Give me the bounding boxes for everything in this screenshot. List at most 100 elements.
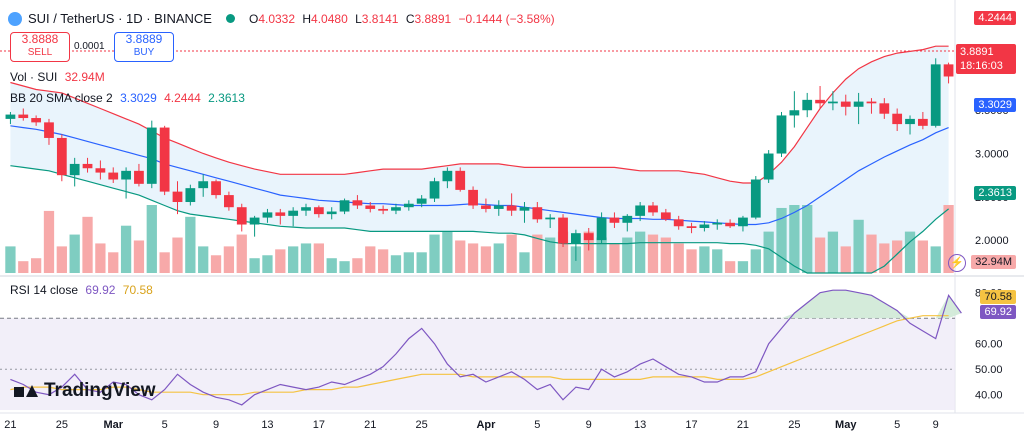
last-price-value: 3.8891 bbox=[960, 46, 994, 58]
tradingview-logo-text: TradingView bbox=[44, 380, 156, 401]
volume-bar bbox=[159, 252, 170, 273]
rsi-pane[interactable] bbox=[0, 289, 962, 410]
volume-bar bbox=[506, 234, 517, 273]
close-label: C bbox=[405, 11, 415, 26]
volume-legend[interactable]: Vol · SUI 32.94M bbox=[10, 70, 105, 84]
volume-bar bbox=[313, 243, 324, 273]
candle-body bbox=[545, 217, 556, 220]
candle-body bbox=[493, 205, 504, 209]
volume-bar bbox=[455, 240, 466, 273]
sell-button[interactable]: 3.8888 SELL bbox=[10, 32, 70, 62]
candle-body bbox=[943, 64, 954, 77]
candle-body bbox=[815, 99, 825, 104]
rsi-tick-label: 50.00 bbox=[975, 364, 1003, 376]
time-tick-label: 25 bbox=[788, 419, 800, 431]
volume-bar bbox=[686, 249, 697, 273]
volume-bar bbox=[583, 231, 594, 273]
time-tick-label: 5 bbox=[894, 419, 900, 431]
open-label: O bbox=[248, 11, 259, 26]
time-tick-label: 21 bbox=[4, 419, 16, 431]
volume-bar bbox=[827, 231, 839, 273]
buy-button[interactable]: 3.8889 BUY bbox=[114, 32, 174, 62]
volume-bar bbox=[853, 219, 864, 273]
volume-bar bbox=[763, 231, 774, 273]
time-tick-label: Mar bbox=[103, 419, 123, 431]
candle-body bbox=[776, 115, 787, 154]
time-tick-label: 21 bbox=[364, 419, 376, 431]
candle-body bbox=[82, 163, 93, 169]
candle-body bbox=[635, 205, 646, 216]
candle-body bbox=[198, 181, 209, 189]
volume-bar bbox=[750, 249, 761, 273]
volume-bar bbox=[326, 258, 337, 273]
volume-bar bbox=[519, 252, 530, 273]
lightning-icon[interactable]: ⚡ bbox=[948, 254, 966, 272]
volume-bar bbox=[622, 237, 633, 273]
candle-body bbox=[301, 207, 311, 211]
candle-body bbox=[249, 217, 260, 225]
candle-body bbox=[879, 103, 890, 114]
time-tick-label: 9 bbox=[213, 419, 219, 431]
candle-body bbox=[519, 207, 530, 211]
volume-bar bbox=[352, 258, 363, 273]
time-tick-label: 25 bbox=[416, 419, 428, 431]
candle-body bbox=[789, 110, 800, 116]
volume-bar bbox=[300, 243, 312, 273]
volume-bar bbox=[789, 205, 800, 273]
candle-body bbox=[56, 137, 67, 176]
volume-legend-value: 32.94M bbox=[64, 70, 105, 84]
rsi-legend[interactable]: RSI 14 close 69.92 70.58 bbox=[10, 283, 153, 297]
close-value: 3.8891 bbox=[414, 11, 452, 26]
volume-bar bbox=[776, 207, 787, 273]
volume-bar bbox=[480, 246, 492, 273]
rsi-line bbox=[10, 289, 962, 406]
volume-bar bbox=[904, 231, 916, 273]
volume-bar bbox=[930, 246, 941, 273]
candle-body bbox=[416, 198, 427, 204]
candle-body bbox=[288, 210, 299, 216]
symbol-title[interactable]: SUI / TetherUS · 1D · BINANCE bbox=[28, 11, 212, 26]
candle-body bbox=[481, 205, 491, 209]
time-axis[interactable]: 21 25 Mar 5 9 13 17 21 25 Apr 5 9 13 17 21 25 May 5 9 bbox=[4, 419, 938, 431]
candle-body bbox=[455, 170, 466, 190]
candle-body bbox=[828, 101, 838, 104]
volume-bar bbox=[95, 243, 106, 273]
candle-body bbox=[275, 212, 286, 216]
candle-body bbox=[224, 195, 234, 208]
candle-body bbox=[699, 224, 710, 228]
low-label: L bbox=[355, 11, 362, 26]
volume-bars bbox=[5, 205, 954, 273]
volume-bar bbox=[712, 249, 723, 273]
bb-legend[interactable]: BB 20 SMA close 2 3.3029 4.2444 2.3613 bbox=[10, 91, 245, 105]
candle-body bbox=[468, 189, 478, 206]
candle-body bbox=[930, 64, 941, 126]
bar-countdown: 18:16:03 bbox=[960, 60, 1003, 72]
candle-body bbox=[609, 217, 620, 223]
buy-label: BUY bbox=[133, 47, 155, 58]
candle-body bbox=[506, 205, 517, 211]
volume-bar bbox=[429, 234, 440, 273]
volume-bar bbox=[198, 246, 209, 273]
candle-body bbox=[365, 205, 376, 209]
time-tick-label: 21 bbox=[737, 419, 749, 431]
market-status-icon bbox=[225, 14, 235, 23]
volume-bar bbox=[557, 231, 569, 273]
candle-body bbox=[763, 153, 774, 180]
volume-bar bbox=[185, 216, 196, 273]
candle-body bbox=[185, 188, 196, 203]
candle-body bbox=[673, 219, 684, 227]
rsi-legend-label: RSI 14 close bbox=[10, 283, 79, 297]
candle-body bbox=[660, 212, 671, 220]
volume-bar bbox=[210, 255, 222, 273]
rsi-ma-tag: 70.58 bbox=[980, 290, 1016, 304]
time-tick-label: 17 bbox=[685, 419, 697, 431]
last-price-tag: 3.8891 18:16:03 bbox=[956, 44, 1016, 74]
rsi-band bbox=[0, 318, 955, 410]
candle-body bbox=[236, 207, 247, 225]
volume-bar bbox=[442, 231, 453, 273]
bb-lower-line bbox=[10, 165, 949, 274]
candle-body bbox=[31, 118, 42, 123]
price-axis[interactable]: 2.00002.50003.00003.50004.000040.0050.00… bbox=[975, 62, 1009, 402]
candle-body bbox=[892, 113, 903, 125]
